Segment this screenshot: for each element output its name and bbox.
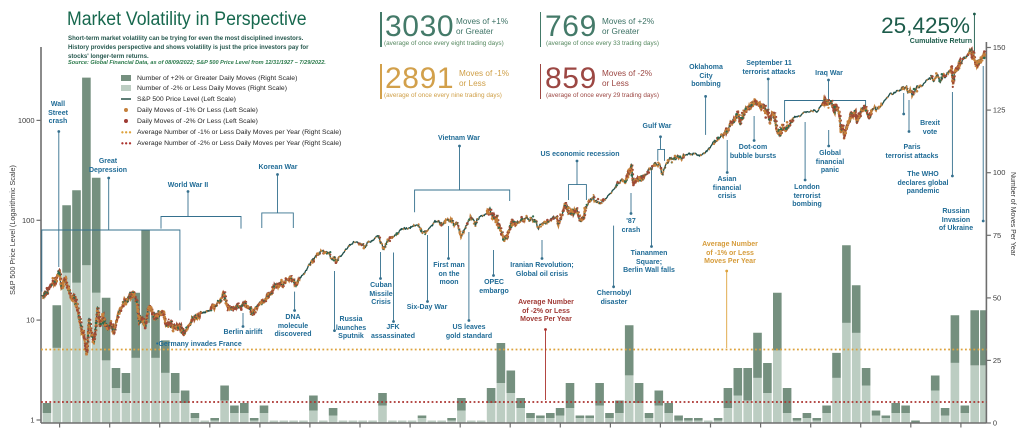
svg-text:S&P 500 Price Level (Logarithm: S&P 500 Price Level (Logarithmic Scale)	[8, 165, 17, 295]
svg-text:0: 0	[993, 419, 997, 428]
svg-text:50: 50	[993, 293, 1001, 302]
svg-text:10: 10	[26, 316, 34, 325]
svg-text:100: 100	[993, 168, 1006, 177]
svg-text:150: 150	[993, 43, 1006, 52]
svg-text:Number of Moves Per Year: Number of Moves Per Year	[1009, 172, 1016, 257]
svg-text:75: 75	[993, 231, 1001, 240]
svg-text:1: 1	[30, 416, 34, 425]
svg-text:25: 25	[993, 356, 1001, 365]
svg-text:125: 125	[993, 106, 1006, 115]
svg-text:1000: 1000	[18, 116, 35, 125]
svg-text:100: 100	[22, 216, 35, 225]
